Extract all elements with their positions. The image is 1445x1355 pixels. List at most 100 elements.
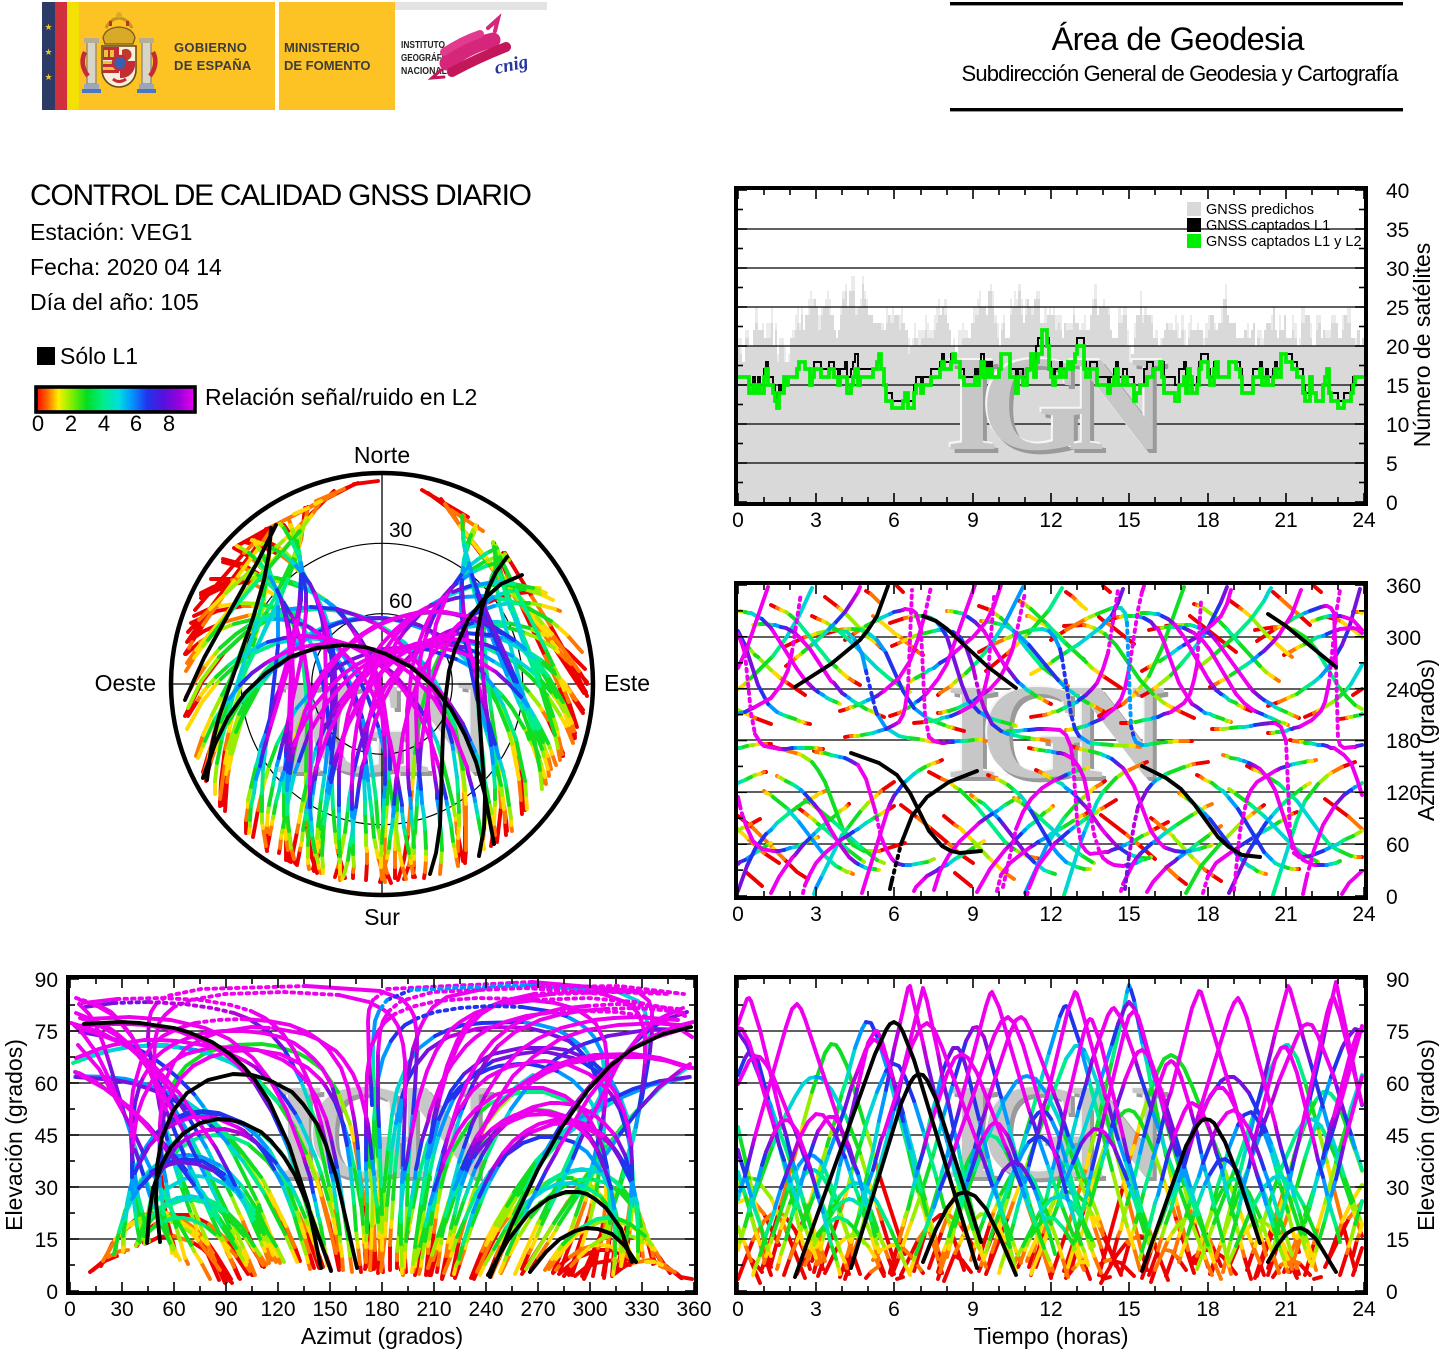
svg-text:Azimut (grados): Azimut (grados): [1413, 659, 1439, 821]
svg-text:★: ★: [44, 72, 52, 82]
svg-text:40: 40: [1386, 180, 1409, 203]
svg-text:IGN: IGN: [950, 333, 1170, 483]
svg-text:4: 4: [98, 411, 110, 436]
svg-text:DE FOMENTO: DE FOMENTO: [284, 58, 370, 73]
svg-text:270: 270: [520, 1298, 555, 1321]
svg-text:Día del año: 105: Día del año: 105: [30, 289, 199, 315]
svg-text:18: 18: [1196, 509, 1219, 532]
svg-text:Elevación (grados): Elevación (grados): [1, 1039, 27, 1231]
svg-text:150: 150: [312, 1298, 347, 1321]
svg-text:9: 9: [967, 509, 979, 532]
svg-text:300: 300: [1386, 627, 1421, 650]
svg-text:30: 30: [1386, 258, 1409, 281]
svg-text:360: 360: [1386, 575, 1421, 598]
svg-text:5: 5: [1386, 453, 1398, 476]
svg-text:CONTROL DE CALIDAD GNSS DIARIO: CONTROL DE CALIDAD GNSS DIARIO: [30, 179, 532, 212]
svg-text:15: 15: [1386, 375, 1409, 398]
svg-text:18: 18: [1196, 1298, 1219, 1321]
svg-text:0: 0: [732, 509, 744, 532]
svg-text:60: 60: [389, 590, 412, 613]
svg-text:21: 21: [1274, 903, 1297, 926]
svg-text:60: 60: [1386, 1073, 1409, 1096]
svg-text:3: 3: [810, 509, 822, 532]
svg-text:20: 20: [1386, 336, 1409, 359]
svg-text:Sur: Sur: [364, 904, 400, 930]
svg-text:240: 240: [1386, 679, 1421, 702]
svg-text:330: 330: [624, 1298, 659, 1321]
svg-text:25: 25: [1386, 297, 1409, 320]
svg-text:45: 45: [1386, 1125, 1409, 1148]
svg-text:Fecha: 2020 04 14: Fecha: 2020 04 14: [30, 254, 222, 280]
svg-text:GOBIERNO: GOBIERNO: [174, 40, 247, 55]
svg-text:Área de Geodesia: Área de Geodesia: [1052, 21, 1306, 57]
svg-text:9: 9: [967, 1298, 979, 1321]
svg-text:IGN: IGN: [944, 327, 1164, 477]
svg-text:0: 0: [1386, 886, 1398, 909]
svg-text:0: 0: [732, 903, 744, 926]
svg-text:15: 15: [1117, 903, 1140, 926]
svg-text:Elevación (grados): Elevación (grados): [1413, 1039, 1439, 1231]
svg-text:24: 24: [1352, 1298, 1376, 1321]
svg-text:Este: Este: [604, 670, 650, 696]
svg-text:0: 0: [32, 411, 44, 436]
svg-text:45: 45: [35, 1125, 58, 1148]
svg-text:30: 30: [389, 519, 412, 542]
svg-text:21: 21: [1274, 509, 1297, 532]
svg-text:GNSS captados L1 y L2: GNSS captados L1 y L2: [1206, 234, 1362, 250]
svg-text:MINISTERIO: MINISTERIO: [284, 40, 360, 55]
svg-text:60: 60: [162, 1298, 185, 1321]
svg-text:INSTITUTO: INSTITUTO: [401, 39, 445, 51]
svg-text:300: 300: [572, 1298, 607, 1321]
svg-text:Relación señal/ruido en L2: Relación señal/ruido en L2: [205, 384, 477, 410]
svg-text:75: 75: [35, 1021, 58, 1044]
svg-text:15: 15: [1117, 509, 1140, 532]
svg-text:30: 30: [1386, 1177, 1409, 1200]
svg-text:Sólo L1: Sólo L1: [60, 343, 138, 369]
svg-text:IGN: IGN: [946, 329, 1166, 479]
svg-text:3: 3: [810, 903, 822, 926]
svg-text:GNSS captados L1: GNSS captados L1: [1206, 218, 1330, 234]
svg-text:6: 6: [130, 411, 142, 436]
svg-text:10: 10: [1386, 414, 1409, 437]
svg-text:18: 18: [1196, 903, 1219, 926]
svg-text:★: ★: [44, 47, 52, 57]
svg-text:★: ★: [44, 22, 52, 32]
svg-text:120: 120: [260, 1298, 295, 1321]
svg-text:180: 180: [364, 1298, 399, 1321]
svg-text:GNSS predichos: GNSS predichos: [1206, 202, 1314, 218]
svg-text:Subdirección General de Geodes: Subdirección General de Geodesia y Carto…: [962, 61, 1400, 86]
svg-text:21: 21: [1274, 1298, 1297, 1321]
svg-text:75: 75: [1386, 1021, 1409, 1044]
svg-text:9: 9: [967, 903, 979, 926]
svg-text:6: 6: [888, 509, 900, 532]
svg-text:6: 6: [888, 1298, 900, 1321]
svg-text:Norte: Norte: [354, 442, 410, 468]
svg-text:12: 12: [1039, 509, 1062, 532]
svg-text:90: 90: [214, 1298, 237, 1321]
svg-text:210: 210: [416, 1298, 451, 1321]
svg-text:60: 60: [1386, 834, 1409, 857]
svg-text:DE ESPAÑA: DE ESPAÑA: [174, 58, 252, 73]
svg-text:120: 120: [1386, 782, 1421, 805]
svg-text:15: 15: [35, 1229, 58, 1252]
svg-text:30: 30: [110, 1298, 133, 1321]
svg-text:60: 60: [35, 1073, 58, 1096]
svg-text:0: 0: [64, 1298, 76, 1321]
svg-text:90: 90: [1386, 969, 1409, 992]
svg-text:0: 0: [1386, 492, 1398, 515]
svg-text:35: 35: [1386, 219, 1409, 242]
svg-text:24: 24: [1352, 903, 1376, 926]
svg-text:12: 12: [1039, 903, 1062, 926]
svg-text:0: 0: [46, 1281, 58, 1304]
svg-text:90: 90: [35, 969, 58, 992]
svg-text:240: 240: [468, 1298, 503, 1321]
svg-text:Tiempo (horas): Tiempo (horas): [973, 1323, 1128, 1349]
svg-text:360: 360: [676, 1298, 711, 1321]
svg-text:Oeste: Oeste: [95, 670, 156, 696]
svg-text:0: 0: [732, 1298, 744, 1321]
svg-text:0: 0: [1386, 1281, 1398, 1304]
svg-text:180: 180: [1386, 730, 1421, 753]
svg-text:15: 15: [1386, 1229, 1409, 1252]
svg-text:30: 30: [35, 1177, 58, 1200]
svg-text:Azimut (grados): Azimut (grados): [301, 1323, 463, 1349]
